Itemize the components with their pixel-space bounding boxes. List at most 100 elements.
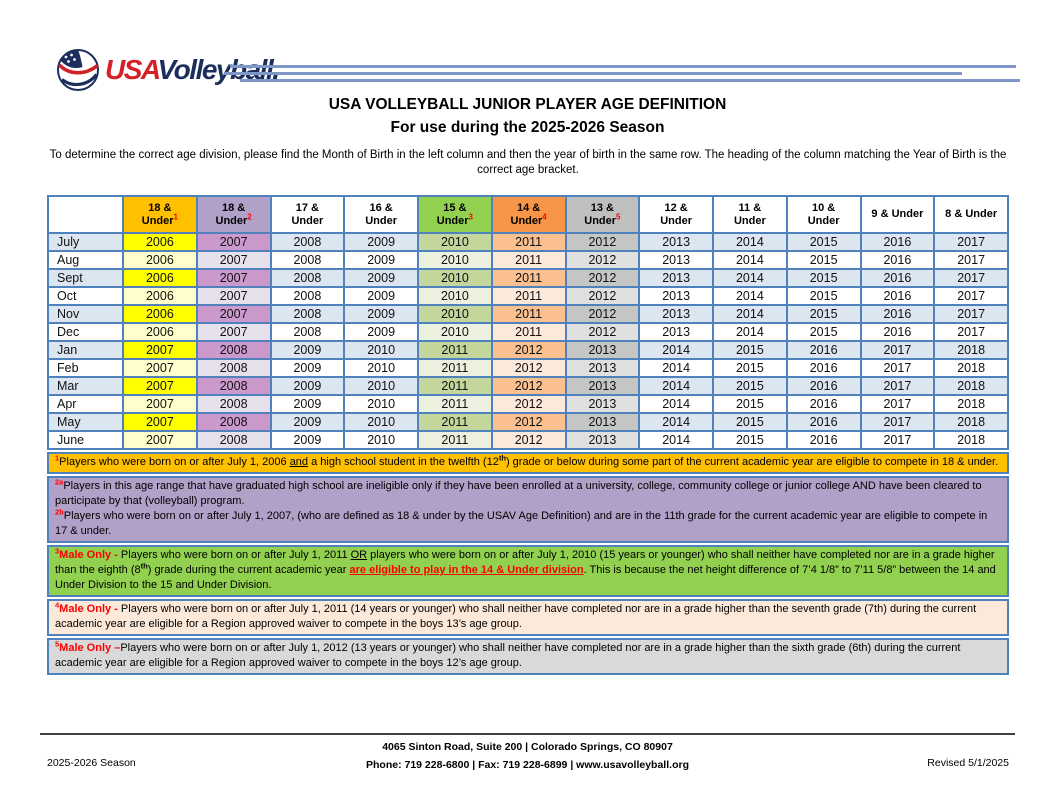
footnote-text-segment: ) grade or below during some part of the… bbox=[505, 456, 999, 468]
year-cell: 2007 bbox=[122, 412, 198, 432]
year-cell: 2006 bbox=[122, 232, 198, 252]
year-cell: 2008 bbox=[269, 286, 346, 306]
year-cell: 2010 bbox=[343, 358, 419, 378]
year-cell: 2010 bbox=[343, 394, 419, 414]
column-header-17-under: 17 & Under bbox=[269, 195, 346, 234]
year-cell: 2012 bbox=[490, 412, 567, 432]
page-subtitle: For use during the 2025-2026 Season bbox=[390, 119, 665, 136]
year-cell: 2016 bbox=[859, 286, 936, 306]
year-cell: 2014 bbox=[712, 286, 788, 306]
year-cell: 2009 bbox=[269, 358, 346, 378]
intro-paragraph: To determine the correct age division, p… bbox=[49, 149, 1007, 176]
year-cell: 2012 bbox=[490, 358, 567, 378]
year-cell: 2012 bbox=[564, 322, 641, 342]
year-cell: 2017 bbox=[859, 394, 936, 414]
footnote-5: 5Male Only –Players who were born on or … bbox=[47, 638, 1009, 675]
year-cell: 2014 bbox=[638, 412, 714, 432]
year-cell: 2008 bbox=[269, 250, 346, 270]
year-cell: 2009 bbox=[343, 232, 419, 252]
month-cell: Apr bbox=[47, 394, 124, 414]
year-cell: 2011 bbox=[490, 286, 567, 306]
month-row-mar: Mar 2007 2008 2009 2010 2011 2012 2013 2014 2015 2… bbox=[47, 376, 1009, 396]
year-cell: 2017 bbox=[859, 412, 936, 432]
year-cell: 2014 bbox=[638, 430, 714, 450]
footnote-text-segment: and bbox=[289, 456, 309, 468]
year-cell: 2012 bbox=[490, 394, 567, 414]
year-cell: 2016 bbox=[785, 412, 862, 432]
month-cell: Aug bbox=[47, 250, 124, 270]
year-cell: 2009 bbox=[343, 268, 419, 288]
year-cell: 2008 bbox=[195, 412, 272, 432]
year-cell: 2008 bbox=[195, 394, 272, 414]
year-cell: 2018 bbox=[933, 430, 1009, 450]
column-header-12-under: 12 & Under bbox=[638, 195, 714, 234]
footnote-3: 3Male Only - Players who were born on or… bbox=[47, 545, 1009, 597]
year-cell: 2010 bbox=[417, 250, 493, 270]
year-cell: 2014 bbox=[638, 358, 714, 378]
year-cell: 2016 bbox=[859, 268, 936, 288]
year-cell: 2006 bbox=[122, 322, 198, 342]
footnote-text-segment: ) grade during the current academic year bbox=[147, 564, 350, 576]
age-table: 18 & Under1 18 & Under2 17 & Under 16 & Under 15… bbox=[47, 195, 1009, 450]
column-header-13-under-5: 13 & Under5 bbox=[564, 195, 641, 234]
year-cell: 2014 bbox=[712, 268, 788, 288]
year-cell: 2013 bbox=[638, 232, 714, 252]
year-cell: 2015 bbox=[785, 286, 862, 306]
year-cell: 2011 bbox=[417, 412, 493, 432]
footer-revised-date: Revised 5/1/2025 bbox=[927, 757, 1009, 769]
year-cell: 2017 bbox=[933, 250, 1009, 270]
year-cell: 2009 bbox=[269, 430, 346, 450]
column-header-18-under-1: 18 & Under1 bbox=[122, 195, 198, 234]
year-cell: 2013 bbox=[638, 250, 714, 270]
decorative-rule-top bbox=[230, 65, 1016, 68]
year-cell: 2012 bbox=[564, 286, 641, 306]
footer-address: 4065 Sinton Road, Suite 200 | Colorado S… bbox=[382, 741, 673, 753]
month-cell: May bbox=[47, 412, 124, 432]
year-cell: 2012 bbox=[490, 376, 567, 396]
footnote-text-segment: Players who were born on or after July 1… bbox=[55, 510, 988, 537]
year-cell: 2016 bbox=[785, 394, 862, 414]
column-header-11-under: 11 & Under bbox=[712, 195, 788, 234]
year-cell: 2013 bbox=[564, 358, 641, 378]
footnote-text-segment: Players who were born on or after July 1… bbox=[55, 603, 977, 630]
footnote-text-segment: 5 bbox=[55, 639, 60, 649]
year-cell: 2017 bbox=[933, 268, 1009, 288]
year-cell: 2008 bbox=[269, 232, 346, 252]
year-cell: 2007 bbox=[195, 322, 272, 342]
footnote-text-segment: th bbox=[498, 453, 506, 463]
footnote-text-segment: a high school student in the twelfth (12 bbox=[308, 456, 499, 468]
year-cell: 2013 bbox=[564, 376, 641, 396]
year-cell: 2008 bbox=[269, 268, 346, 288]
year-cell: 2007 bbox=[122, 340, 198, 360]
month-row-may: May 2007 2008 2009 2010 2011 2012 2013 2014 2015 2… bbox=[47, 412, 1009, 432]
year-cell: 2011 bbox=[417, 358, 493, 378]
year-cell: 2013 bbox=[638, 322, 714, 342]
year-cell: 2007 bbox=[122, 394, 198, 414]
year-cell: 2006 bbox=[122, 268, 198, 288]
volleyball-icon bbox=[57, 49, 99, 91]
year-cell: 2012 bbox=[490, 430, 567, 450]
year-cell: 2015 bbox=[712, 376, 788, 396]
year-cell: 2013 bbox=[638, 268, 714, 288]
year-cell: 2018 bbox=[933, 376, 1009, 396]
year-cell: 2009 bbox=[343, 322, 419, 342]
month-cell: Feb bbox=[47, 358, 124, 378]
year-cell: 2014 bbox=[638, 340, 714, 360]
column-header-18-under-2: 18 & Under2 bbox=[195, 195, 272, 234]
year-cell: 2010 bbox=[417, 322, 493, 342]
year-cell: 2017 bbox=[933, 286, 1009, 306]
year-cell: 2010 bbox=[417, 232, 493, 252]
month-row-sept: Sept 2006 2007 2008 2009 2010 2011 2012 2013 2014… bbox=[47, 268, 1009, 288]
year-cell: 2008 bbox=[195, 340, 272, 360]
column-header-15-under-3: 15 & Under3 bbox=[417, 195, 493, 234]
year-cell: 2017 bbox=[859, 340, 936, 360]
year-cell: 2011 bbox=[490, 250, 567, 270]
year-cell: 2015 bbox=[785, 304, 862, 324]
year-cell: 2014 bbox=[712, 304, 788, 324]
footnote-text-segment: 3 bbox=[55, 546, 60, 556]
footnote-text-segment: th bbox=[140, 561, 148, 571]
footnote-1: 1Players who were born on or after July … bbox=[47, 452, 1009, 474]
year-cell: 2007 bbox=[195, 304, 272, 324]
year-cell: 2009 bbox=[269, 340, 346, 360]
year-cell: 2016 bbox=[785, 376, 862, 396]
